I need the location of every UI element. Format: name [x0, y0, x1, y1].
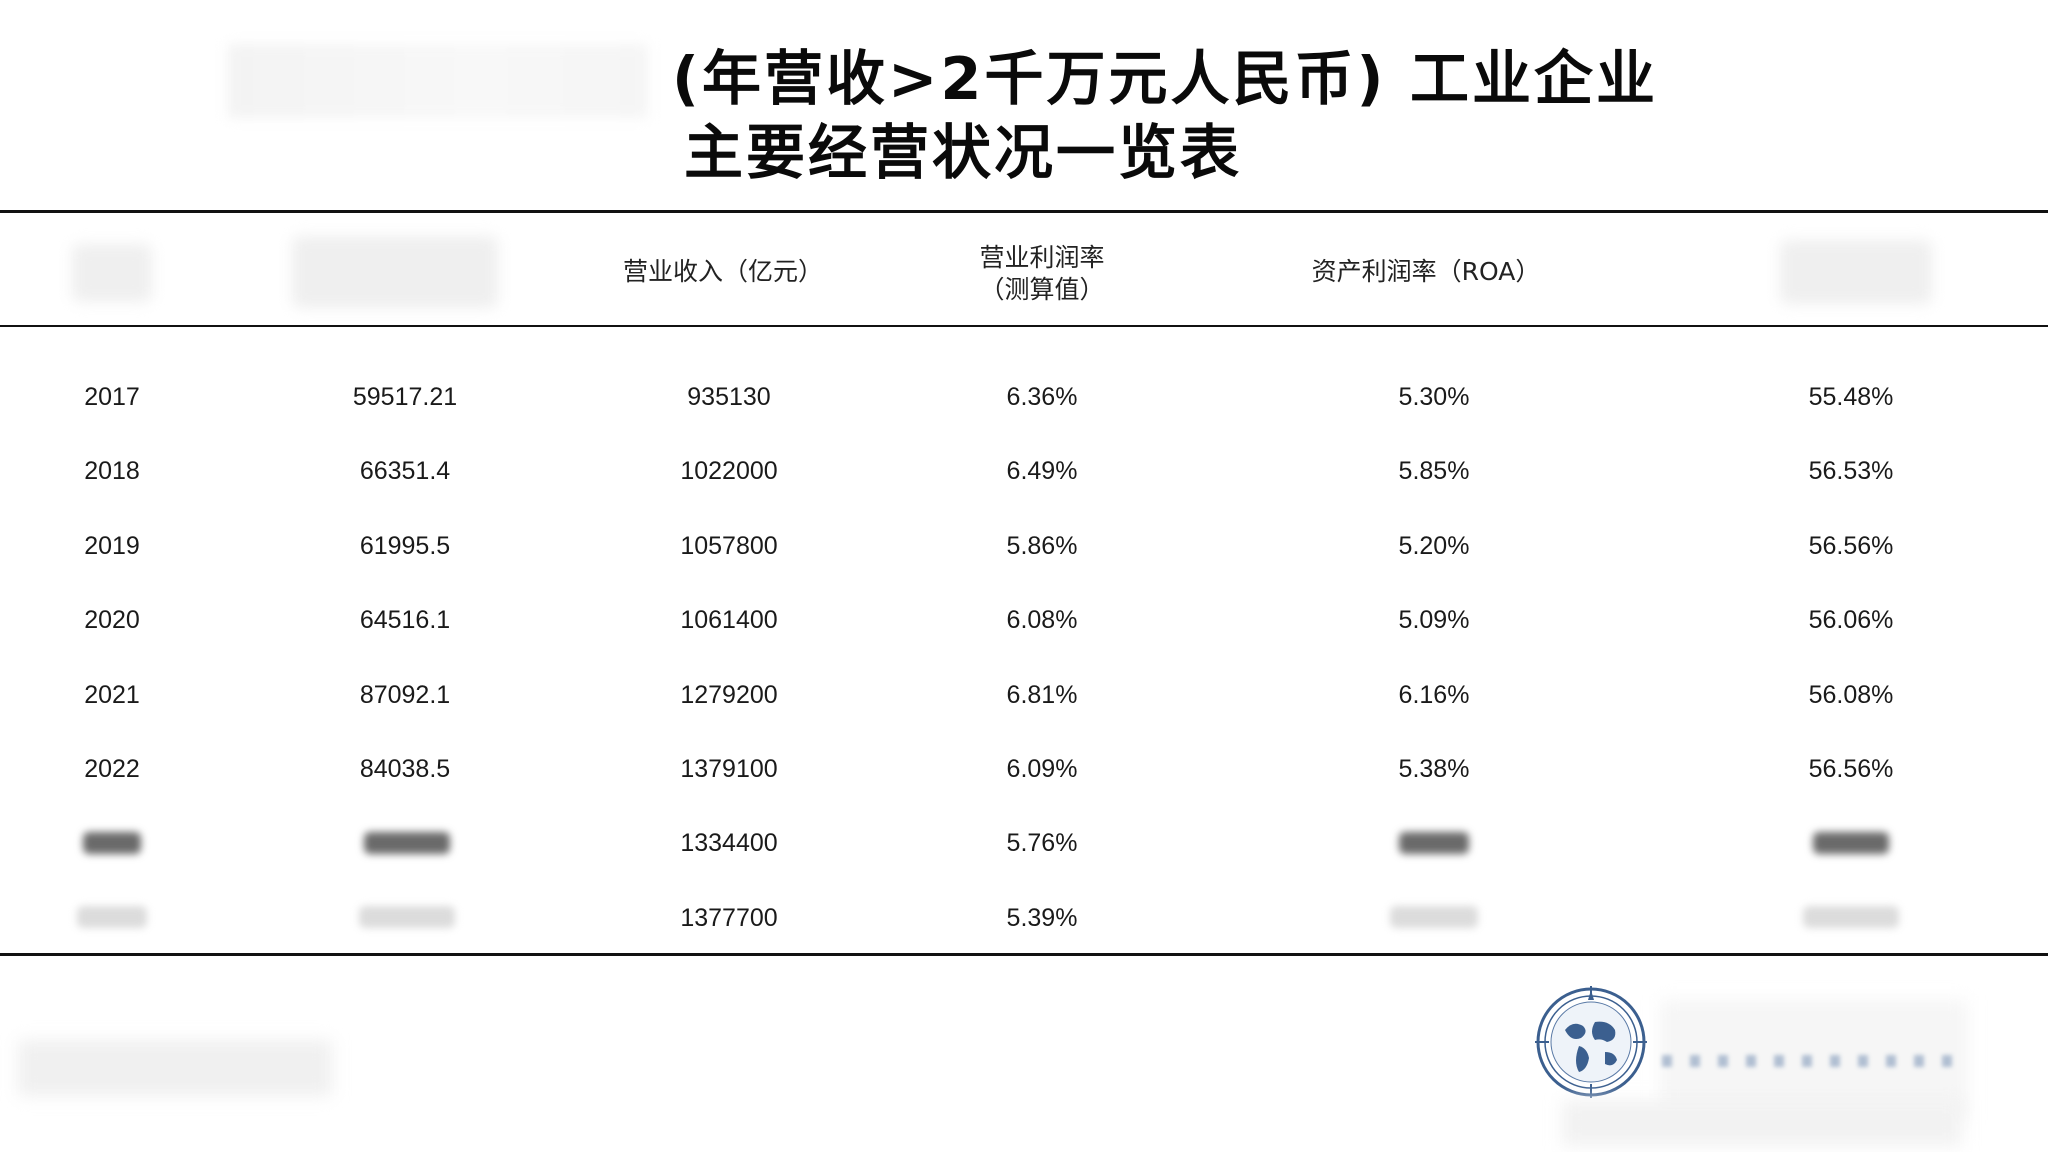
header-roa: 资产利润率（ROA） — [1311, 257, 1541, 286]
cell-revenue: 935130 — [687, 383, 771, 411]
header-operating-margin-line-2: （测算值） — [979, 275, 1105, 304]
cell-col2-redacted — [364, 832, 450, 854]
footer-right-redacted — [1562, 1100, 1962, 1146]
header-revenue: 营业收入（亿元） — [622, 257, 824, 286]
cell-revenue: 1279200 — [680, 681, 778, 709]
cell-revenue: 1379100 — [680, 755, 778, 783]
logo-caption-redacted — [1662, 1055, 1966, 1067]
cell-year: 2021 — [84, 681, 140, 709]
cell-year: 2017 — [84, 383, 140, 411]
page-title-line-2: 主要经营状况一览表 — [684, 118, 1243, 187]
header-col6-redacted — [1780, 240, 1932, 304]
table-bottom-rule — [0, 953, 2048, 956]
cell-col6: 56.06% — [1808, 606, 1894, 634]
cell-col2: 84038.5 — [359, 755, 451, 783]
cell-operating-margin: 6.09% — [1006, 755, 1078, 783]
cell-revenue: 1334400 — [680, 829, 778, 857]
cell-operating-margin: 5.76% — [1006, 829, 1078, 857]
cell-col6: 56.56% — [1808, 755, 1894, 783]
cell-col6-redacted — [1803, 906, 1899, 928]
cell-roa-redacted — [1390, 906, 1478, 928]
cell-operating-margin: 6.08% — [1006, 606, 1078, 634]
cell-year-redacted — [83, 832, 141, 854]
header-operating-margin-line-1: 营业利润率 — [979, 243, 1105, 272]
cell-revenue: 1377700 — [680, 904, 778, 932]
cell-col6: 55.48% — [1808, 383, 1894, 411]
cell-year: 2018 — [84, 457, 140, 485]
header-col2-redacted — [292, 236, 498, 308]
cell-col6-redacted — [1813, 832, 1889, 854]
cell-col2: 59517.21 — [352, 383, 458, 411]
table-header-rule — [0, 325, 2048, 327]
cell-year: 2019 — [84, 532, 140, 560]
globe-compass-logo-icon — [1535, 986, 1647, 1098]
cell-col6: 56.08% — [1808, 681, 1894, 709]
cell-year: 2022 — [84, 755, 140, 783]
cell-col2: 61995.5 — [359, 532, 451, 560]
cell-operating-margin: 6.49% — [1006, 457, 1078, 485]
cell-revenue: 1057800 — [680, 532, 778, 560]
cell-operating-margin: 6.81% — [1006, 681, 1078, 709]
cell-roa: 6.16% — [1398, 681, 1470, 709]
cell-col6: 56.56% — [1808, 532, 1894, 560]
cell-roa: 5.09% — [1398, 606, 1470, 634]
cell-col6: 56.53% — [1808, 457, 1894, 485]
cell-col2: 64516.1 — [359, 606, 451, 634]
cell-year-redacted — [77, 906, 147, 928]
page-title: (年营收>2千万元人民币) 工业企业 主要经营状况一览表 — [672, 42, 1658, 190]
header-year-redacted — [72, 244, 152, 302]
cell-revenue: 1022000 — [680, 457, 778, 485]
cell-roa: 5.38% — [1398, 755, 1470, 783]
cell-operating-margin: 5.86% — [1006, 532, 1078, 560]
cell-year: 2020 — [84, 606, 140, 634]
title-redacted-blur — [228, 44, 648, 118]
cell-col2: 66351.4 — [359, 457, 451, 485]
cell-roa: 5.30% — [1398, 383, 1470, 411]
cell-operating-margin: 5.39% — [1006, 904, 1078, 932]
table-top-rule — [0, 210, 2048, 213]
cell-operating-margin: 6.36% — [1006, 383, 1078, 411]
cell-col2-redacted — [359, 906, 455, 928]
footer-source-redacted — [18, 1040, 332, 1096]
cell-roa: 5.85% — [1398, 457, 1470, 485]
cell-revenue: 1061400 — [680, 606, 778, 634]
cell-roa-redacted — [1399, 832, 1469, 854]
cell-roa: 5.20% — [1398, 532, 1470, 560]
header-operating-margin: 营业利润率 （测算值） — [979, 242, 1104, 306]
page-title-line-1: (年营收>2千万元人民币) 工业企业 — [672, 44, 1658, 113]
cell-col2: 87092.1 — [359, 681, 451, 709]
